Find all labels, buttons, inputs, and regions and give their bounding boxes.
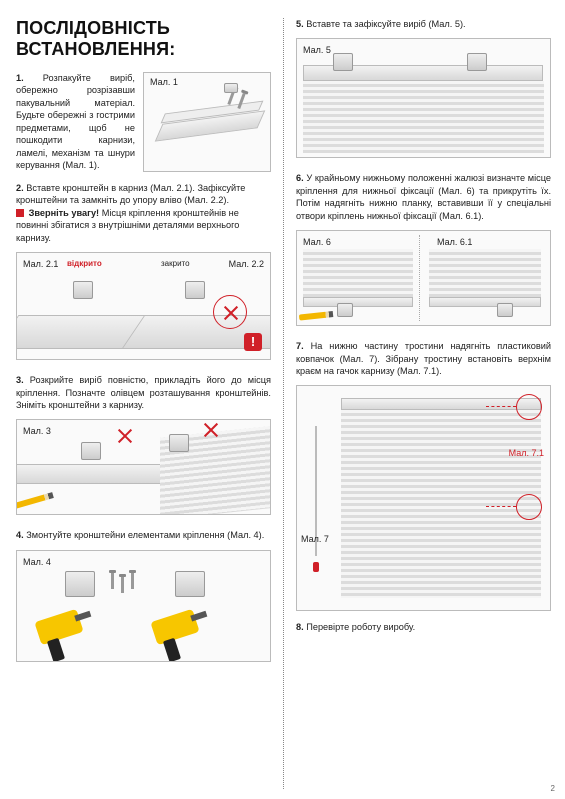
- figure-6: Мал. 6 Мал. 6.1: [296, 230, 551, 326]
- step-8-text: 8. Перевірте роботу виробу.: [296, 621, 551, 633]
- step-8-body: Перевірте роботу виробу.: [306, 622, 415, 632]
- figure-4-label: Мал. 4: [23, 557, 51, 567]
- figure-4: Мал. 4: [16, 550, 271, 662]
- step-4-body: Змонтуйте кронштейни елементами кріпленн…: [26, 530, 264, 540]
- step-7-num: 7.: [296, 341, 304, 351]
- step-7-body: На нижню частину тростини надягніть плас…: [296, 341, 551, 376]
- figure-3-label: Мал. 3: [23, 426, 51, 436]
- figure-7-label: Мал. 7: [301, 534, 329, 544]
- figure-3: Мал. 3: [16, 419, 271, 515]
- step-1: 1. Розпакуйте виріб, обережно розрізавши…: [16, 72, 271, 172]
- drill-icon: [34, 609, 83, 645]
- alert-icon: !: [244, 333, 262, 351]
- step-2-body: Вставте кронштейн в карниз (Мал. 2.1). З…: [16, 183, 245, 205]
- figure-5-label: Мал. 5: [303, 45, 331, 55]
- step-1-text: 1. Розпакуйте виріб, обережно розрізавши…: [16, 72, 135, 172]
- step-2-text: 2. Вставте кронштейн в карниз (Мал. 2.1)…: [16, 182, 271, 244]
- figure-7-1-label: Мал. 7.1: [509, 448, 544, 458]
- figure-5: Мал. 5: [296, 38, 551, 158]
- step-4-num: 4.: [16, 530, 24, 540]
- step-2-num: 2.: [16, 183, 24, 193]
- state-closed-label: закрито: [161, 259, 190, 268]
- step-3-body: Розкрийте виріб повністю, прикладіть йог…: [16, 375, 271, 410]
- warning-icon: [16, 209, 24, 217]
- step-5-text: 5. Вставте та зафіксуйте виріб (Мал. 5).: [296, 18, 551, 30]
- step-3-text: 3. Розкрийте виріб повністю, прикладіть …: [16, 374, 271, 411]
- figure-6-1-label: Мал. 6.1: [437, 237, 472, 247]
- step-3-num: 3.: [16, 375, 24, 385]
- left-column: ПОСЛІДОВНІСТЬ ВСТАНОВЛЕННЯ: 1. Розпакуйт…: [16, 18, 283, 789]
- figure-7: Мал. 7 Мал. 7.1: [296, 385, 551, 611]
- step-8-num: 8.: [296, 622, 304, 632]
- step-5-body: Вставте та зафіксуйте виріб (Мал. 5).: [306, 19, 465, 29]
- right-column: 5. Вставте та зафіксуйте виріб (Мал. 5).…: [284, 18, 551, 789]
- step-6-text: 6. У крайньому нижньому положенні жалюзі…: [296, 172, 551, 222]
- figure-1: Мал. 1: [143, 72, 271, 172]
- figure-2: Мал. 2.1 відкрито закрито Мал. 2.2 !: [16, 252, 271, 360]
- state-open-label: відкрито: [67, 259, 102, 268]
- step-2-warn-label: Зверніть увагу!: [29, 208, 100, 218]
- step-4-text: 4. Змонтуйте кронштейни елементами кріпл…: [16, 529, 271, 541]
- figure-2-2-label: Мал. 2.2: [229, 259, 264, 269]
- step-1-body: Розпакуйте виріб, обережно розрізавши па…: [16, 73, 135, 170]
- drill-icon: [150, 609, 199, 645]
- figure-1-label: Мал. 1: [150, 77, 178, 87]
- step-1-num: 1.: [16, 73, 24, 83]
- step-5-num: 5.: [296, 19, 304, 29]
- step-6-num: 6.: [296, 173, 304, 183]
- figure-2-1-label: Мал. 2.1: [23, 259, 58, 269]
- figure-6-label: Мал. 6: [303, 237, 331, 247]
- step-7-text: 7. На нижню частину тростини надягніть п…: [296, 340, 551, 377]
- step-6-body: У крайньому нижньому положенні жалюзі ви…: [296, 173, 551, 220]
- page-root: ПОСЛІДОВНІСТЬ ВСТАНОВЛЕННЯ: 1. Розпакуйт…: [0, 0, 565, 799]
- page-title: ПОСЛІДОВНІСТЬ ВСТАНОВЛЕННЯ:: [16, 18, 271, 60]
- page-number: 2: [551, 784, 555, 793]
